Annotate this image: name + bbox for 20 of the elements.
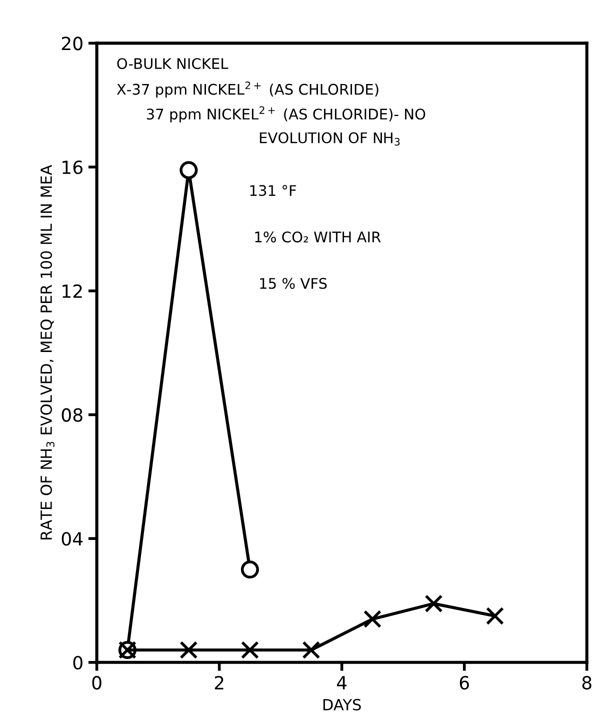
x-tick-label: 4 bbox=[336, 676, 347, 690]
x-tick-label: 8 bbox=[582, 676, 592, 690]
y-tick-label: 16 bbox=[62, 160, 82, 174]
x-tick-label: 6 bbox=[460, 676, 469, 690]
annotation: 1% CO₂ WITH AIR bbox=[255, 231, 381, 242]
annotation: 15 % VFS bbox=[260, 278, 327, 289]
y-tick-label: 20 bbox=[62, 36, 82, 50]
x-tick-label: 2 bbox=[214, 676, 224, 690]
y-tick-label: 04 bbox=[62, 532, 83, 546]
annotation: O-BULK NICKEL bbox=[117, 58, 228, 70]
annotation: 131 °F bbox=[250, 185, 296, 196]
annotation: X-37 ppm NICKEL$^{2+}$ (AS CHLORIDE) bbox=[116, 81, 378, 98]
annotation: 37 ppm NICKEL$^{2+}$ (AS CHLORIDE)- NO bbox=[146, 106, 426, 122]
annotation: EVOLUTION OF NH$_{3}$ bbox=[260, 132, 400, 146]
x-axis-title: DAYS bbox=[323, 698, 361, 710]
y-tick-label: 08 bbox=[62, 408, 82, 422]
y-tick-label: 0 bbox=[73, 656, 82, 670]
x-tick-label: 0 bbox=[92, 676, 102, 690]
y-axis-title: RATE OF NH$_{3}$ EVOLVED, MEQ PER 100 ML IN MEA bbox=[40, 164, 54, 540]
y-tick-label: 12 bbox=[62, 284, 82, 298]
